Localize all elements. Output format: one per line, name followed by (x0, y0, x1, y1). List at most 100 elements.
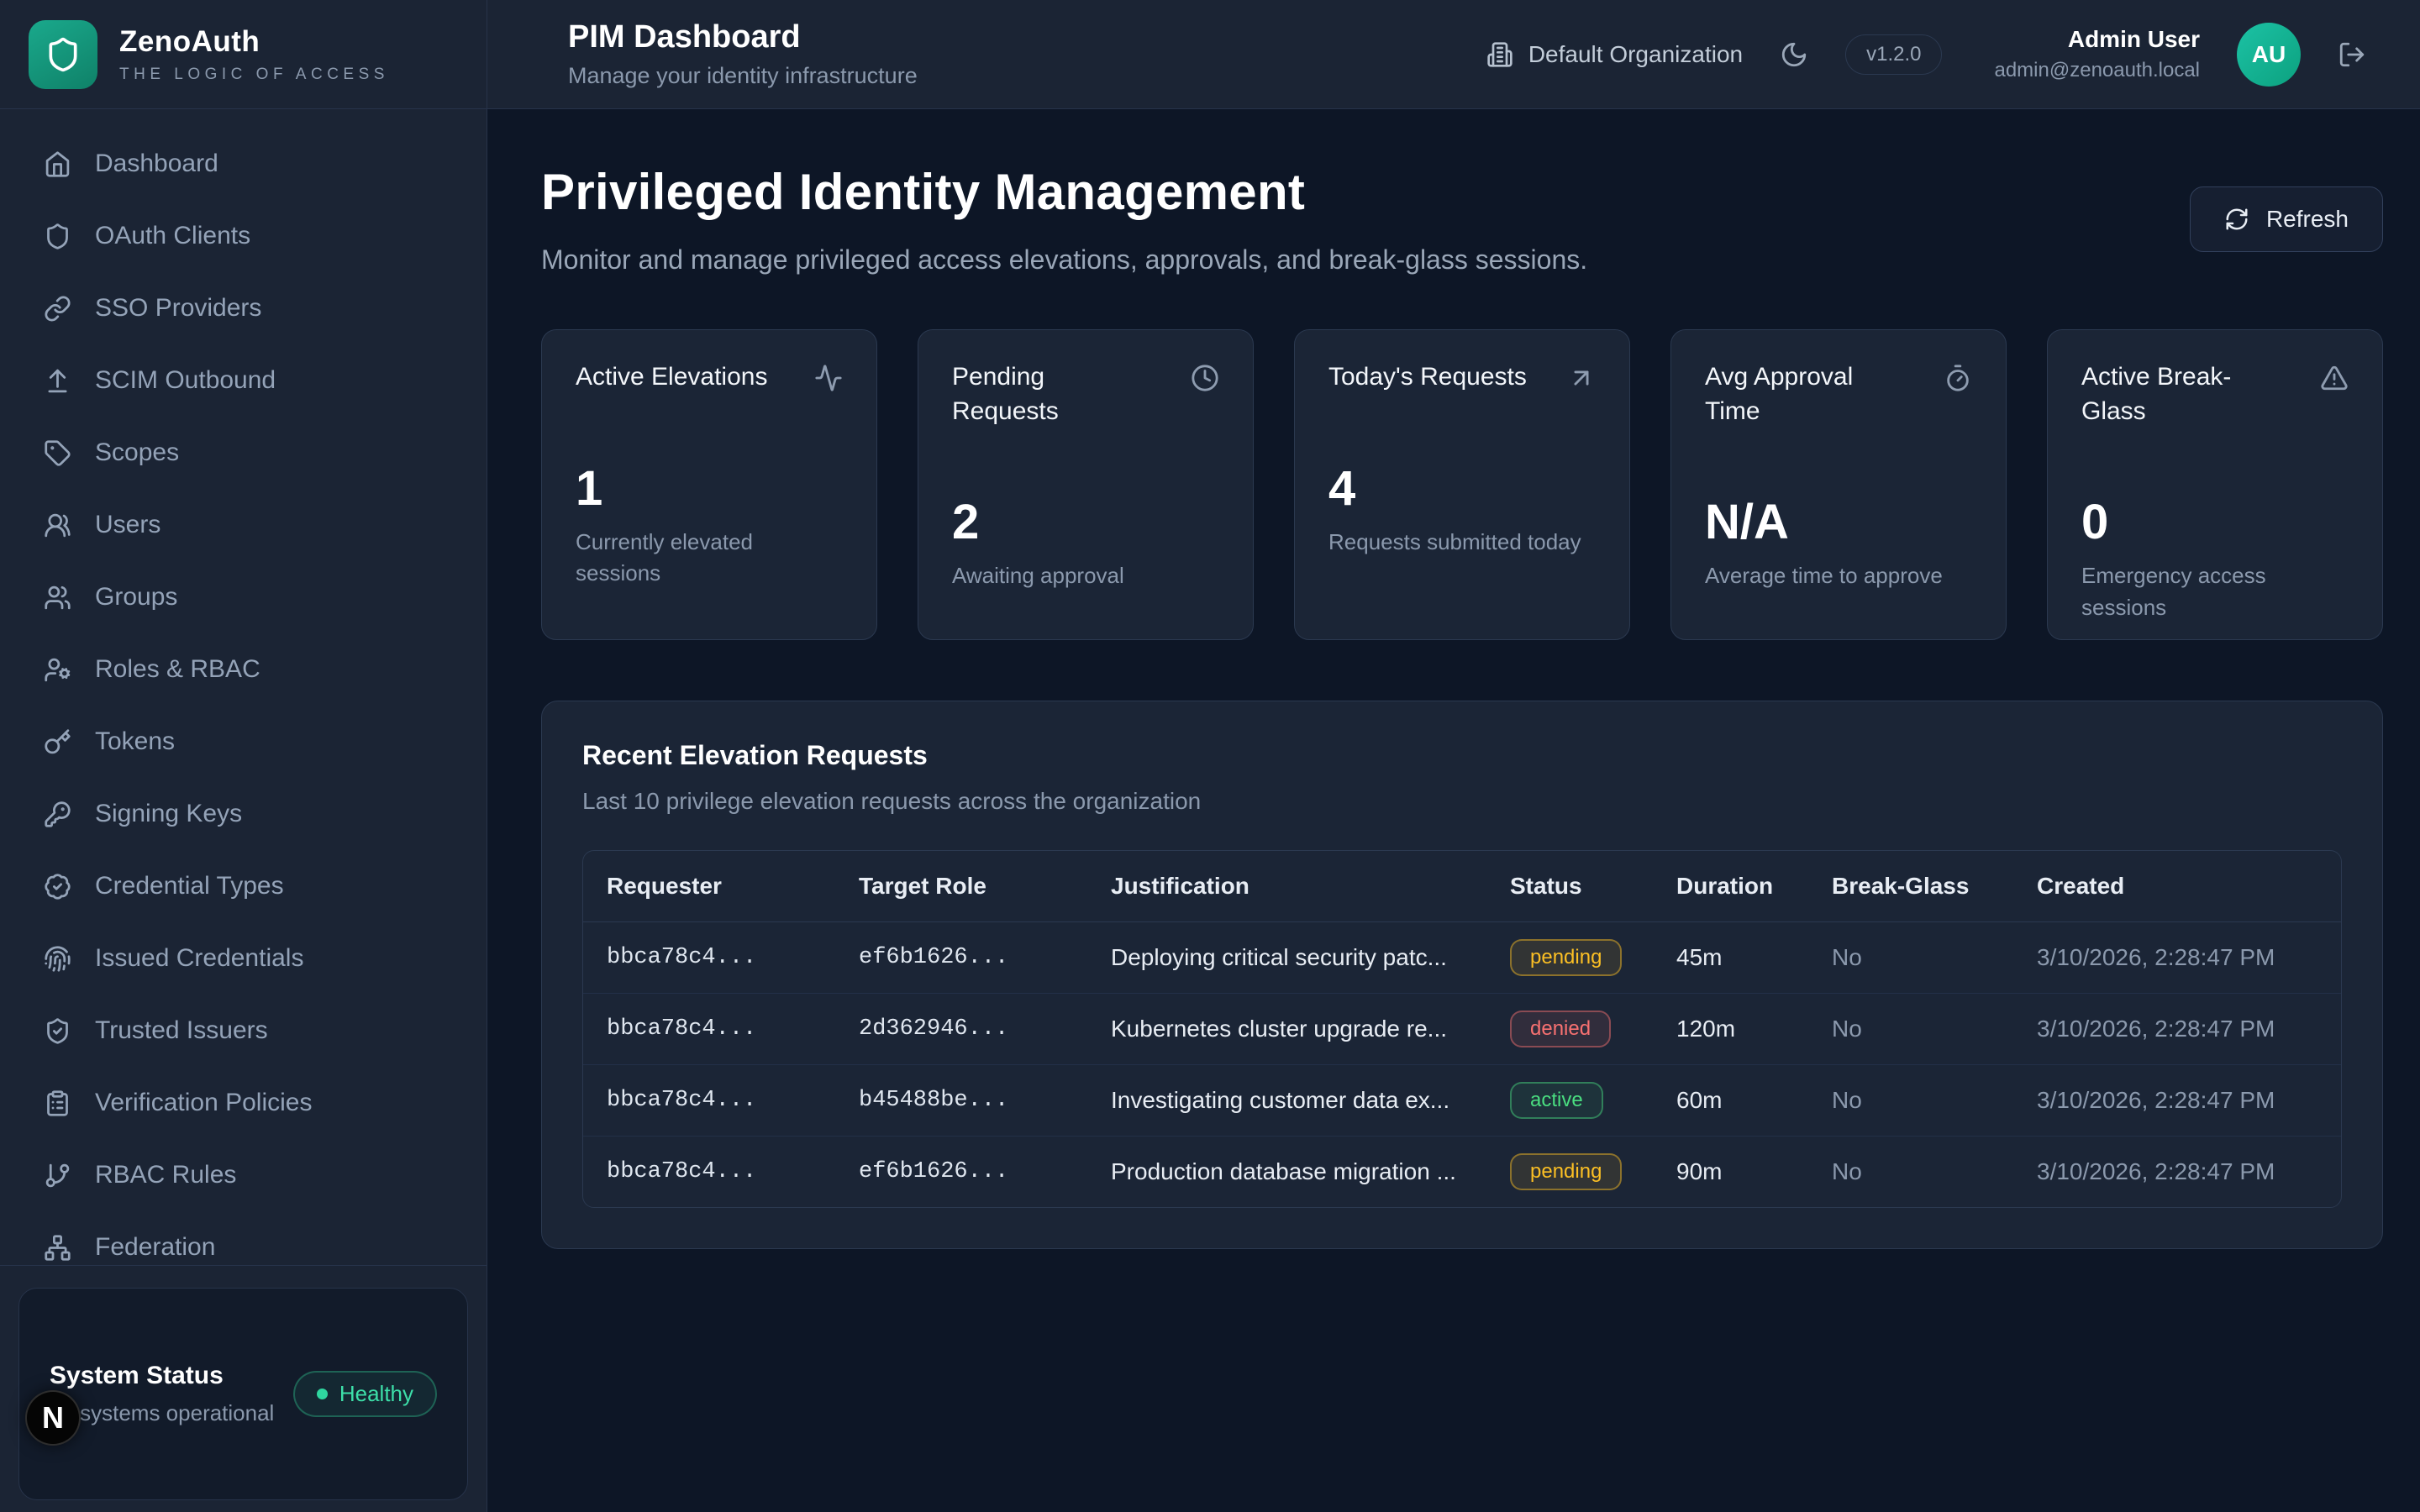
panel-subtitle: Last 10 privilege elevation requests acr… (582, 788, 1202, 814)
column-header: Break-Glass (1832, 873, 1970, 899)
cell-created: 3/10/2026, 2:28:47 PM (2037, 944, 2275, 970)
page-header: Privileged Identity Management Monitor a… (541, 163, 2383, 276)
healthy-badge-label: Healthy (339, 1381, 413, 1406)
brand-logo (29, 19, 97, 89)
sidebar-item-label: RBAC Rules (95, 1161, 237, 1189)
column-header: Target Role (859, 873, 986, 899)
sidebar-item-label: Groups (95, 583, 178, 611)
user-email: admin@zenoauth.local (1994, 59, 2200, 81)
table-row: bbca78c4... ef6b1626... Deploying critical… (583, 922, 2341, 994)
cell-requester: bbca78c4... (607, 1159, 757, 1184)
topbar-subtitle: Manage your identity infrastructure (568, 63, 918, 88)
badge-check-icon (45, 873, 71, 900)
sidebar-item-label: Federation (95, 1233, 216, 1261)
sidebar-item-scopes[interactable]: Scopes (0, 427, 487, 479)
cell-duration: 120m (1676, 1016, 1736, 1042)
sidebar-item-label: Signing Keys (95, 800, 243, 827)
sidebar-item-issued-credentials[interactable]: Issued Credentials (0, 932, 487, 984)
main-column: PIM Dashboard Manage your identity infra… (487, 0, 2420, 1512)
healthy-status-badge: Healthy (292, 1371, 437, 1417)
cell-break-glass: No (1832, 944, 1862, 970)
sidebar-item-verification-policies[interactable]: Verification Policies (0, 1077, 487, 1129)
system-status-subtitle: All systems operational (50, 1400, 275, 1425)
brand-header: ZenoAuth THE LOGIC OF ACCESS (0, 0, 487, 109)
stat-subtitle: Emergency access sessions (2081, 563, 2266, 620)
cell-status: active (1486, 1065, 1653, 1137)
stat-card-header: Avg Approval Time (1705, 360, 1972, 428)
sidebar-footer: System Status All systems operational He… (0, 1265, 487, 1512)
theme-toggle-button[interactable] (1780, 40, 1808, 69)
column-header: Requester (607, 873, 722, 899)
sidebar-item-rbac-rules[interactable]: RBAC Rules (0, 1149, 487, 1201)
table-header-row: Requester Target Role Justification Status D… (583, 851, 2341, 922)
column-header: Justification (1111, 873, 1249, 899)
column-header: Status (1510, 873, 1582, 899)
sidebar-item-label: Tokens (95, 727, 176, 755)
topbar-title: PIM Dashboard (568, 19, 801, 55)
sidebar-item-label: Users (95, 511, 161, 538)
stat-value: 4 (1328, 460, 1356, 516)
table-row: bbca78c4... b45488be... Investigating cust… (583, 1064, 2341, 1137)
cell-created: 3/10/2026, 2:28:47 PM (2037, 1016, 2275, 1042)
avatar[interactable]: AU (2237, 22, 2301, 87)
stat-subtitle: Currently elevated sessions (576, 528, 753, 586)
stat-card-header: Active Break-Glass (2081, 360, 2349, 428)
logout-button[interactable] (2338, 40, 2366, 69)
key-round-icon (45, 801, 71, 827)
organization-label: Default Organization (1528, 40, 1744, 67)
cell-justification: Kubernetes cluster upgrade re... (1111, 1016, 1448, 1042)
shield-check-icon (47, 1017, 68, 1044)
cell-duration: 45m (1676, 944, 1723, 970)
tag-icon (45, 439, 71, 466)
dev-n-button[interactable]: N (25, 1390, 81, 1446)
healthy-dot-icon (316, 1389, 328, 1399)
column-header: Created (2037, 873, 2125, 899)
sidebar-item-users[interactable]: Users (0, 499, 487, 551)
sidebar-item-roles-rbac[interactable]: Roles & RBAC (0, 643, 487, 696)
sidebar-item-dashboard[interactable]: Dashboard (0, 138, 487, 190)
brand-name: ZenoAuth (119, 24, 260, 58)
brand-tagline: THE LOGIC OF ACCESS (119, 65, 389, 83)
requests-table: Requester Target Role Justification Status D… (583, 851, 2341, 1207)
status-badge: active (1510, 1082, 1603, 1119)
sidebar-item-label: SCIM Outbound (95, 366, 276, 394)
cell-created: 3/10/2026, 2:28:47 PM (2037, 1087, 2275, 1113)
home-icon (45, 150, 70, 177)
sidebar-item-groups[interactable]: Groups (0, 571, 487, 623)
moon-icon (1781, 42, 1807, 66)
cell-target-role: 2d362946... (859, 1016, 1009, 1042)
stat-title: Active Elevations (576, 363, 768, 391)
cell-target-role: b45488be... (859, 1088, 1009, 1113)
stat-title: Avg Approval Time (1705, 363, 1854, 425)
stat-value: 1 (576, 460, 603, 516)
refresh-button[interactable]: Refresh (2189, 186, 2383, 252)
shield-icon (49, 37, 77, 71)
link-icon (45, 296, 71, 321)
sidebar-item-tokens[interactable]: Tokens (0, 716, 487, 768)
sidebar-item-federation[interactable]: Federation (0, 1221, 487, 1265)
sidebar-item-credential-types[interactable]: Credential Types (0, 860, 487, 912)
stat-title: Pending Requests (952, 363, 1059, 425)
sidebar-item-scim-outbound[interactable]: SCIM Outbound (0, 354, 487, 407)
sidebar: ZenoAuth THE LOGIC OF ACCESS Dashboard OA… (0, 0, 487, 1512)
sidebar-nav: Dashboard OAuth Clients SSO Providers SCIM … (0, 109, 487, 1265)
stat-card-header: Today's Requests (1328, 360, 1596, 395)
sidebar-item-label: Roles & RBAC (95, 655, 260, 683)
clipboard-list-icon (47, 1089, 68, 1116)
page-title: Privileged Identity Management (541, 164, 1306, 220)
building-icon (1487, 41, 1512, 67)
cell-status: pending (1486, 922, 1653, 994)
stat-card-today-s-requests: Today's Requests 4 Requests submitted toda… (1294, 329, 1630, 640)
organization-selector[interactable]: Default Organization (1486, 41, 1743, 68)
sidebar-item-sso-providers[interactable]: SSO Providers (0, 282, 487, 334)
sidebar-item-oauth-clients[interactable]: OAuth Clients (0, 210, 487, 262)
cell-requester: bbca78c4... (607, 1016, 757, 1042)
sidebar-item-label: SSO Providers (95, 294, 262, 322)
shield-icon (47, 223, 68, 249)
brand-text: ZenoAuth THE LOGIC OF ACCESS (119, 25, 389, 84)
sidebar-item-signing-keys[interactable]: Signing Keys (0, 788, 487, 840)
cell-justification: Deploying critical security patc... (1111, 944, 1447, 970)
sidebar-item-trusted-issuers[interactable]: Trusted Issuers (0, 1005, 487, 1057)
sidebar-item-label: OAuth Clients (95, 222, 251, 249)
cell-duration: 90m (1676, 1158, 1723, 1184)
